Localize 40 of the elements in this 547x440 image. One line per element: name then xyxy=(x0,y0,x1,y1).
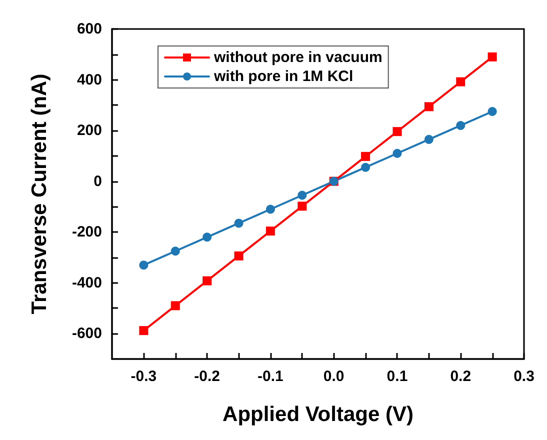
point xyxy=(234,251,244,260)
point xyxy=(170,301,180,310)
point xyxy=(424,134,434,144)
legend-label: without pore in vacuum xyxy=(213,49,382,66)
point xyxy=(202,276,212,286)
point xyxy=(488,52,497,62)
point xyxy=(139,260,148,270)
point xyxy=(488,107,497,116)
point xyxy=(298,202,307,211)
x-tick-label: -0.3 xyxy=(130,368,157,385)
y-tick-label: -600 xyxy=(72,325,102,342)
point xyxy=(266,226,275,236)
point xyxy=(202,232,212,242)
x-tick-label: -0.2 xyxy=(194,368,220,385)
y-tick-label: 600 xyxy=(76,20,102,38)
point xyxy=(139,326,148,336)
x-tick-label: 0.3 xyxy=(514,368,534,385)
point xyxy=(392,148,402,158)
point xyxy=(170,246,180,256)
point xyxy=(456,120,466,130)
x-tick-label: -0.1 xyxy=(258,368,284,385)
x-axis-title: Applied Voltage (V) xyxy=(222,403,414,426)
x-tick-label: 0.2 xyxy=(450,368,472,385)
point xyxy=(361,152,370,161)
point xyxy=(361,162,370,172)
x-tick-label: 0.1 xyxy=(386,368,408,385)
point xyxy=(424,102,434,112)
legend-label: with pore in 1M KCl xyxy=(213,68,354,85)
y-tick-label: 200 xyxy=(76,122,102,140)
point xyxy=(392,127,402,136)
point xyxy=(266,204,275,214)
y-tick-label: -400 xyxy=(72,274,102,292)
y-tick-label: 400 xyxy=(76,71,102,88)
y-tick-label: 0 xyxy=(94,172,102,190)
y-tick-label: -200 xyxy=(72,224,102,241)
point xyxy=(298,190,307,200)
x-tick-label: 0.0 xyxy=(323,368,344,385)
point xyxy=(234,218,244,228)
y-axis-title: Transverse Current (nA) xyxy=(28,74,51,314)
point xyxy=(456,77,466,86)
